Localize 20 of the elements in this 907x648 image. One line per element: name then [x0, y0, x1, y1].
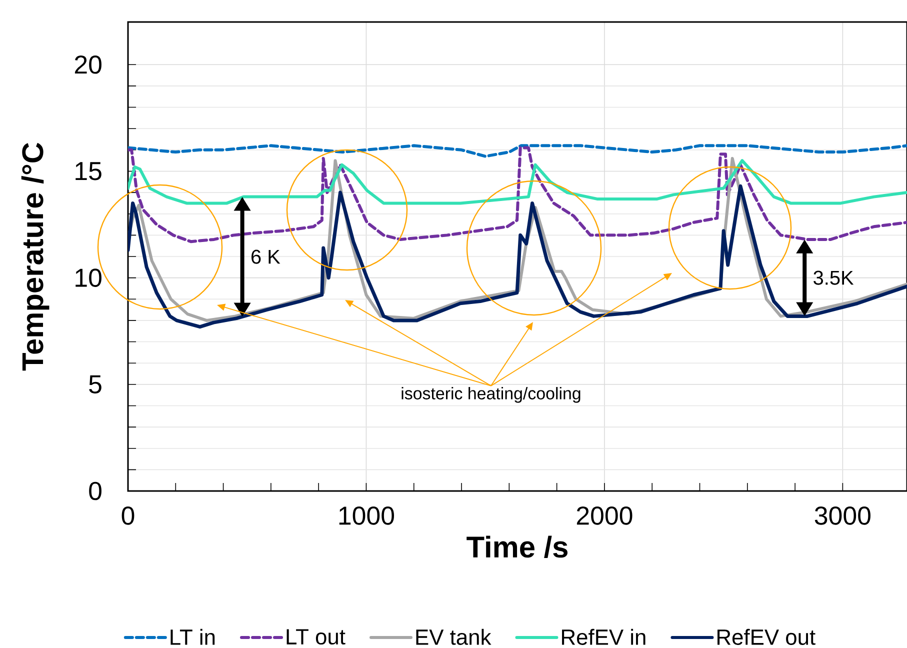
y-axis-title: Temperature /°C — [21, 142, 50, 371]
y-tick-label: 10 — [76, 268, 102, 287]
x-tick-label: 1000 — [339, 506, 394, 525]
x-tick-label: 2000 — [576, 506, 632, 525]
annotation: isosteric heating/cooling — [402, 387, 580, 403]
y-tick-label: 20 — [74, 55, 102, 74]
y-tick-label: 5 — [89, 375, 102, 394]
y-tick-label: 0 — [89, 482, 102, 500]
x-tick-label: 3000 — [814, 506, 870, 525]
y-tick-label: 15 — [76, 162, 102, 180]
legend-label: LT in — [170, 628, 215, 645]
annotation: 6 K — [252, 250, 280, 264]
legend-label: RefEV out — [718, 628, 816, 645]
x-axis-title: Time /s — [466, 536, 568, 558]
x-tick-label: 0 — [122, 506, 134, 525]
legend-label: LT out — [286, 629, 346, 645]
legend-label: RefEV in — [562, 628, 646, 645]
annotation: 3.5K — [814, 270, 854, 285]
line-series — [128, 184, 907, 329]
legend-label: EV tank — [416, 628, 492, 645]
